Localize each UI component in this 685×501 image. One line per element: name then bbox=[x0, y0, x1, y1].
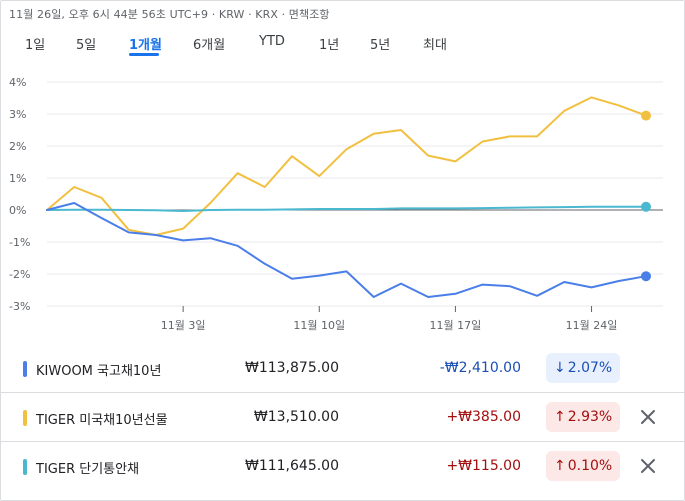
y-tick-label: 4% bbox=[9, 76, 26, 89]
y-tick-label: -3% bbox=[9, 300, 30, 313]
y-tick-label: -2% bbox=[9, 268, 30, 281]
security-price: ₩113,875.00 bbox=[244, 360, 339, 376]
active-tab-indicator bbox=[129, 53, 159, 56]
x-tick-label: 11월 24일 bbox=[566, 318, 618, 332]
series-end-dot-2 bbox=[641, 271, 651, 282]
security-price: ₩13,510.00 bbox=[253, 409, 339, 425]
arrow-up-icon: ↑ bbox=[554, 458, 566, 474]
comparison-list: KIWOOM 국고채10년 ₩113,875.00 -₩2,410.00 ↓ 2.07%… bbox=[1, 344, 684, 490]
price-change: +₩115.00 bbox=[446, 458, 521, 474]
security-price: ₩111,645.00 bbox=[244, 458, 339, 474]
arrow-up-icon: ↑ bbox=[554, 409, 566, 425]
percent-change-value: 0.10% bbox=[567, 458, 613, 474]
line-chart[interactable]: 4% 3% 2% 1% 0% -1% -2% -3% 11월 3일 11월 10일 11월 17일 1… bbox=[1, 66, 685, 341]
security-name: KIWOOM 국고채10년 bbox=[36, 364, 162, 379]
percent-change-badge: ↑ 0.10% bbox=[546, 451, 621, 481]
tab-range-4[interactable]: YTD bbox=[259, 34, 285, 49]
percent-change-badge: ↑ 2.93% bbox=[546, 402, 621, 432]
x-tick-label: 11월 10일 bbox=[293, 318, 345, 332]
y-tick-label: 0% bbox=[9, 204, 26, 217]
range-tabs: 1일 5일 1개월 6개월 YTD 1년 5년 최대 bbox=[1, 31, 684, 59]
percent-change-value: 2.07% bbox=[567, 360, 613, 376]
price-change: +₩385.00 bbox=[446, 409, 521, 425]
security-name: TIGER 미국채10년선물 bbox=[36, 413, 168, 428]
y-tick-label: 1% bbox=[9, 172, 26, 185]
percent-change-value: 2.93% bbox=[567, 409, 613, 425]
x-tick-label: 11월 3일 bbox=[161, 318, 206, 332]
comparison-row[interactable]: TIGER 단기통안채 ₩111,645.00 +₩115.00 ↑ 0.10% bbox=[1, 442, 684, 490]
y-tick-label: 3% bbox=[9, 108, 26, 121]
y-tick-label: 2% bbox=[9, 140, 26, 153]
series-line-0 bbox=[46, 96, 647, 236]
series-line-1 bbox=[46, 205, 647, 212]
tab-range-2[interactable]: 1개월 bbox=[129, 38, 162, 53]
arrow-down-icon: ↓ bbox=[554, 360, 566, 376]
remove-comparison-close-icon[interactable] bbox=[636, 405, 660, 429]
x-tick-label: 11월 17일 bbox=[430, 318, 482, 332]
tab-range-7[interactable]: 최대 bbox=[423, 38, 447, 53]
comparison-row[interactable]: TIGER 미국채10년선물 ₩13,510.00 +₩385.00 ↑ 2.93% bbox=[1, 393, 684, 442]
tab-range-6[interactable]: 5년 bbox=[370, 38, 391, 53]
series-color-swatch bbox=[23, 459, 27, 475]
tab-range-3[interactable]: 6개월 bbox=[193, 38, 226, 53]
percent-change-badge: ↓ 2.07% bbox=[546, 353, 621, 383]
series-color-swatch bbox=[23, 361, 27, 377]
comparison-row[interactable]: KIWOOM 국고채10년 ₩113,875.00 -₩2,410.00 ↓ 2.07% bbox=[1, 344, 684, 393]
price-change: -₩2,410.00 bbox=[439, 360, 521, 376]
series-color-swatch bbox=[23, 410, 27, 426]
series-end-dot-0 bbox=[641, 110, 651, 121]
tab-range-1[interactable]: 5일 bbox=[76, 38, 97, 53]
security-name: TIGER 단기통안채 bbox=[36, 462, 140, 477]
series-line-2 bbox=[46, 202, 647, 298]
tab-range-0[interactable]: 1일 bbox=[25, 38, 46, 53]
quote-meta: 11월 26일, 오후 6시 44분 56초 UTC+9 · KRW · KRX… bbox=[9, 8, 330, 21]
remove-comparison-close-icon[interactable] bbox=[636, 454, 660, 478]
y-tick-label: -1% bbox=[9, 236, 30, 249]
series-end-dot-1 bbox=[641, 201, 651, 212]
tab-range-5[interactable]: 1년 bbox=[319, 38, 340, 53]
